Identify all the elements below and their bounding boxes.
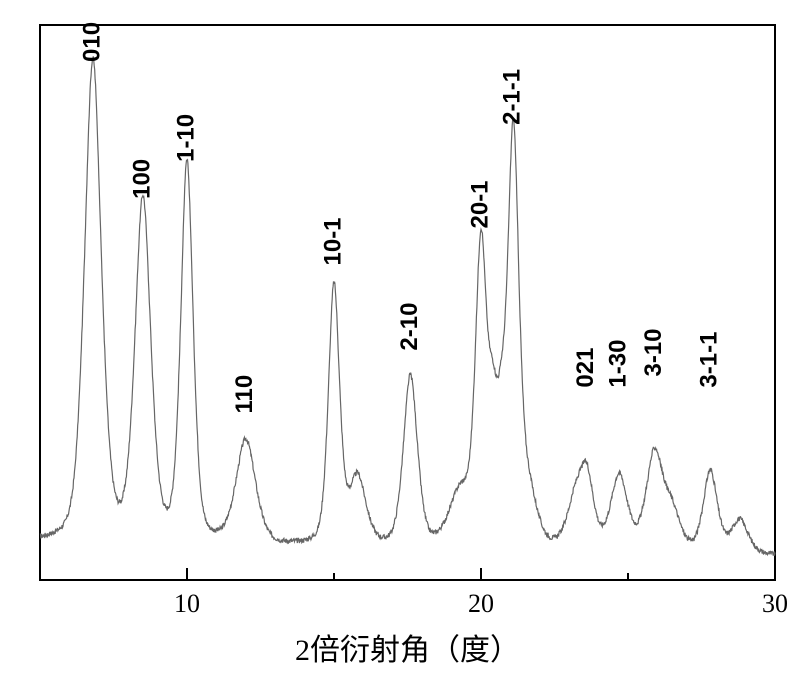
peak-label: 3-1-1	[696, 332, 723, 388]
peak-label: 1-10	[172, 114, 199, 162]
peak-label: 1-30	[605, 340, 632, 388]
plot-border	[40, 25, 775, 580]
peak-label: 010	[78, 22, 105, 62]
peak-label: 021	[572, 348, 599, 388]
peak-label: 2-10	[396, 303, 423, 351]
x-tick-label: 20	[468, 589, 494, 618]
xrd-chart: 10 20 30 2倍衍射角（度） 010 100 1-10 110 10-1 2-10 20-1 2…	[0, 0, 800, 681]
peak-label: 10-1	[319, 217, 346, 265]
peak-label: 100	[128, 159, 155, 199]
x-tick-label: 10	[174, 589, 200, 618]
x-axis-title: 2倍衍射角（度）	[295, 634, 520, 667]
chart-svg: 10 20 30 2倍衍射角（度） 010 100 1-10 110 10-1 2-10 20-1 2…	[0, 0, 800, 681]
peak-label: 110	[231, 375, 258, 414]
x-tick-label: 30	[762, 589, 788, 618]
peak-label: 2-1-1	[499, 69, 526, 125]
peak-label: 3-10	[640, 328, 667, 376]
peak-label: 20-1	[466, 180, 493, 228]
